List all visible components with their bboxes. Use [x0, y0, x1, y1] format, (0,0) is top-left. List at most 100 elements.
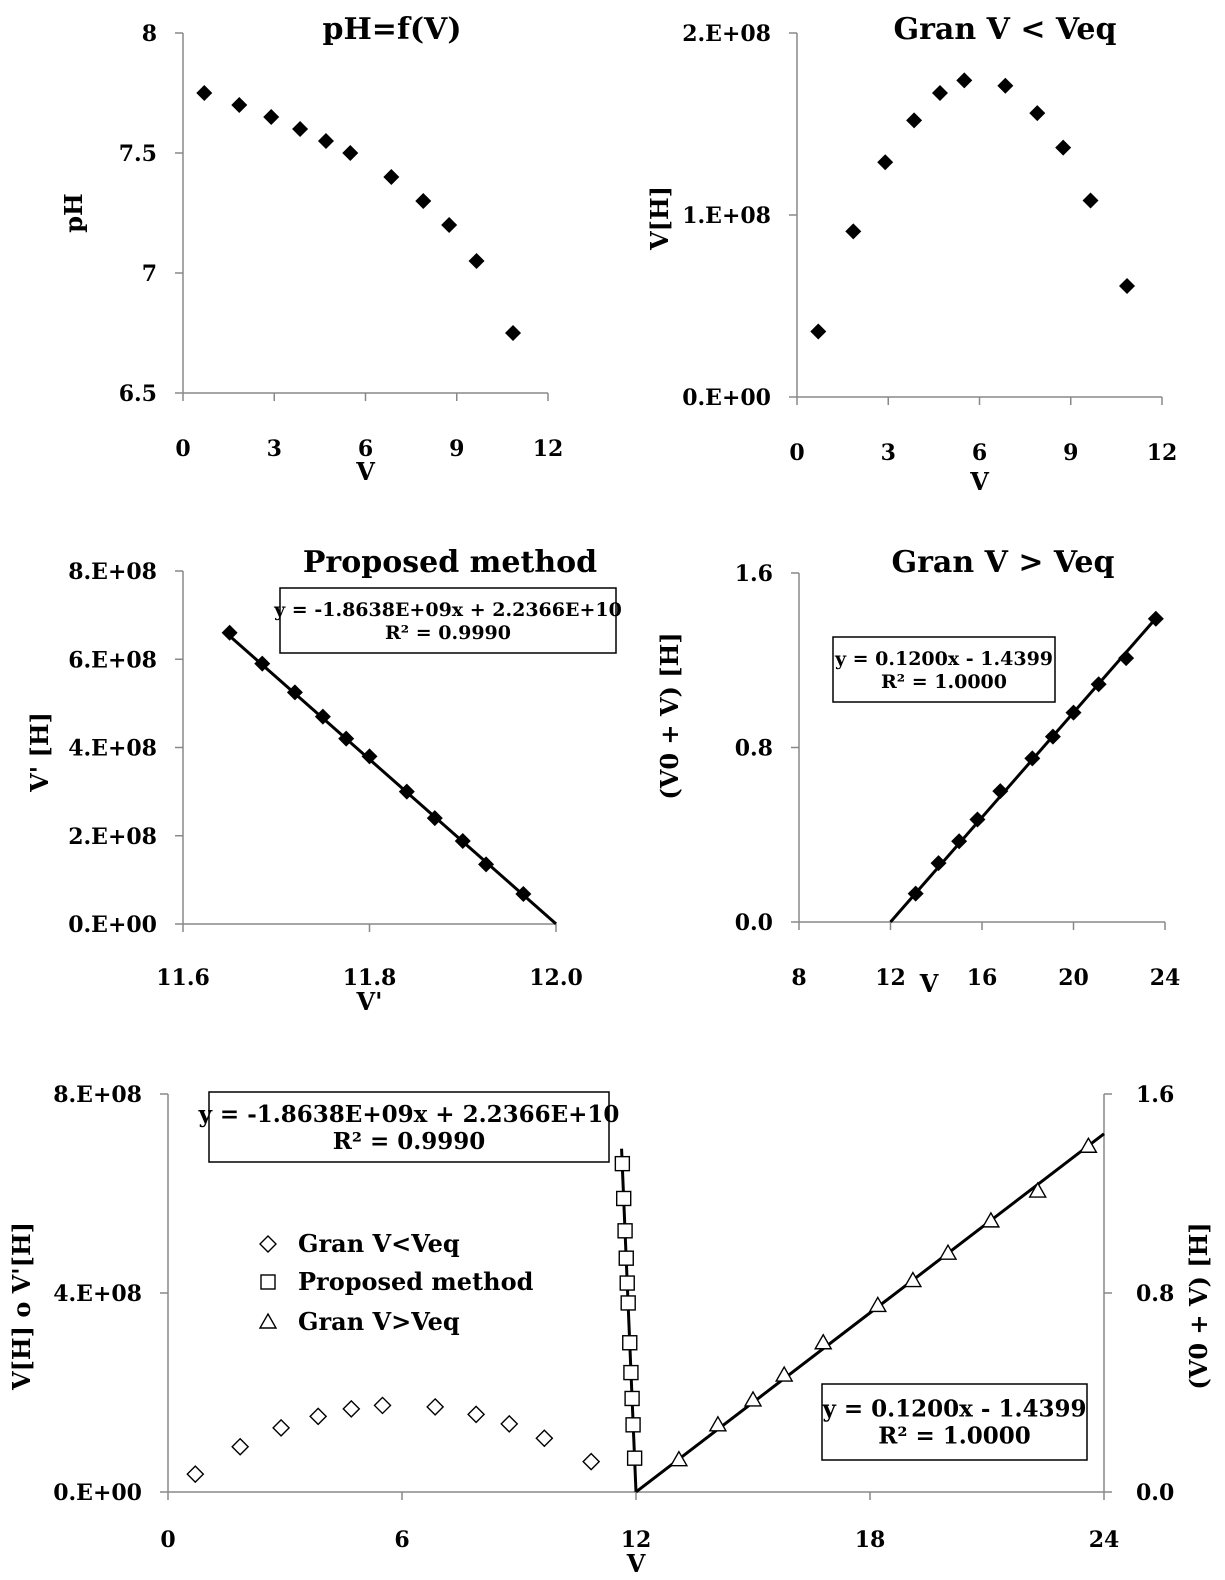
y-axis-label: pH: [59, 193, 88, 232]
data-point: [338, 730, 355, 747]
data-point: [1147, 610, 1164, 627]
data-point: [254, 655, 271, 672]
data-point: [454, 833, 471, 850]
data-point: [415, 193, 432, 209]
x-tick-label: 9: [1063, 440, 1078, 466]
data-point: [361, 748, 378, 765]
data-point: [625, 1417, 641, 1433]
y-tick-label: 1.E+08: [682, 203, 771, 229]
x-tick-label: 12: [1147, 440, 1178, 466]
y-axis-label: (V0 + V) [H]: [655, 632, 684, 799]
x-tick-label: 0: [160, 1527, 175, 1553]
data-point: [992, 783, 1009, 800]
y2-tick-label: 0.8: [1136, 1281, 1174, 1307]
data-point: [1079, 1136, 1098, 1153]
data-point: [903, 1271, 923, 1288]
x-tick-label: 6: [394, 1527, 409, 1553]
x-tick-label: 6: [358, 436, 373, 462]
x-tick-label: 18: [855, 1527, 886, 1553]
data-point: [617, 1223, 633, 1239]
data-point: [582, 1452, 601, 1471]
y-tick-label: 8: [142, 21, 157, 47]
data-point: [1028, 1181, 1047, 1198]
y-tick-label: 0.E+00: [682, 385, 771, 411]
x-axis-label: V: [626, 1549, 646, 1578]
data-point: [907, 885, 924, 902]
r-squared-label: R² = 1.0000: [878, 1422, 1031, 1449]
data-point: [231, 97, 248, 113]
trendline-equation: y = 0.1200x - 1.4399: [834, 648, 1053, 670]
chart-title: Gran V > Veq: [891, 545, 1114, 580]
y-tick-label: 6.E+08: [68, 647, 157, 673]
data-point: [622, 1335, 638, 1351]
legend-marker: [259, 1235, 277, 1253]
x-tick-label: 9: [449, 436, 464, 462]
y2-axis-label: (V0 + V) [H]: [1184, 1222, 1213, 1389]
y-axis-label: V' [H]: [25, 712, 54, 793]
legend-label: Proposed method: [298, 1267, 534, 1296]
x-tick-label: 6: [972, 440, 987, 466]
x-tick-label: 24: [1089, 1527, 1120, 1553]
x-tick-label: 3: [267, 436, 282, 462]
data-point: [624, 1390, 640, 1407]
data-point: [1119, 277, 1136, 294]
data-point: [1090, 676, 1107, 693]
r-squared-label: R² = 0.9990: [385, 622, 511, 644]
y-tick-label: 0.8: [735, 736, 773, 762]
data-point: [515, 885, 532, 902]
data-point: [951, 833, 968, 850]
data-point: [969, 811, 986, 828]
trendline-equation: y = -1.8638E+09x + 2.2366E+10: [198, 1101, 620, 1128]
data-point: [1055, 139, 1072, 156]
x-tick-label: 3: [881, 440, 896, 466]
data-point: [505, 325, 522, 341]
data-point: [263, 109, 280, 125]
legend-marker: [258, 1312, 278, 1329]
data-point: [286, 684, 303, 701]
trendline-equation: y = -1.8638E+09x + 2.2366E+10: [273, 599, 622, 621]
data-point: [1024, 750, 1041, 767]
y-tick-label: 0.0: [735, 910, 773, 936]
y-tick-label: 6.5: [119, 381, 157, 407]
data-point: [196, 85, 213, 101]
data-point: [426, 1397, 445, 1416]
data-point: [441, 217, 458, 233]
trendline: [889, 617, 1157, 923]
r-squared-label: R² = 1.0000: [881, 671, 1007, 693]
x-tick-label: 20: [1058, 965, 1089, 991]
data-point: [186, 1465, 205, 1484]
x-tick-label: 12: [533, 436, 564, 462]
trendline-equation: y = 0.1200x - 1.4399: [822, 1395, 1087, 1422]
data-point: [930, 855, 947, 872]
data-point: [810, 323, 827, 340]
data-point: [342, 145, 359, 161]
y-tick-label: 2.E+08: [682, 21, 771, 47]
x-axis-label: V': [356, 987, 383, 1016]
data-point: [619, 1275, 635, 1291]
y-tick-label: 2.E+08: [68, 824, 157, 850]
x-tick-label: 12: [621, 1527, 652, 1553]
y2-tick-label: 1.6: [1136, 1082, 1174, 1108]
y-axis-label: V[H] o V'[H]: [7, 1222, 36, 1391]
x-tick-label: 12: [875, 965, 906, 991]
equation-box: [821, 1383, 1088, 1461]
data-point: [906, 112, 923, 129]
trendline: [228, 634, 557, 925]
data-point: [342, 1399, 361, 1418]
trendline-gran-above: [635, 1132, 1105, 1494]
data-point: [997, 77, 1014, 94]
chart-title: Gran V < Veq: [893, 12, 1116, 47]
data-point: [500, 1414, 519, 1433]
data-point: [221, 624, 238, 641]
data-point: [868, 1296, 888, 1313]
data-point: [314, 708, 331, 725]
data-point: [468, 253, 485, 269]
data-point: [1065, 704, 1082, 721]
y2-tick-label: 0.0: [1136, 1480, 1174, 1506]
data-point: [618, 1250, 634, 1266]
legend-label: Gran V>Veq: [298, 1307, 460, 1336]
data-point: [620, 1295, 636, 1311]
data-point: [626, 1450, 643, 1466]
data-point: [231, 1437, 250, 1456]
